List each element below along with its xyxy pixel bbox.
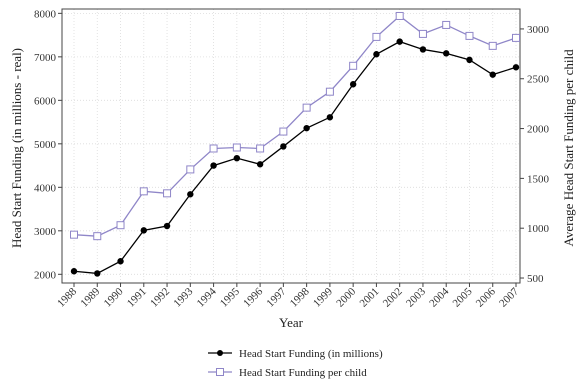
y-left-tick-label: 4000: [34, 182, 57, 194]
y-left-tick-label: 7000: [34, 52, 57, 64]
data-point-per-child: [395, 11, 404, 20]
legend-item-funding: Head Start Funding (in millions): [208, 348, 383, 360]
data-point-funding: [349, 81, 357, 88]
data-point-per-child: [232, 143, 241, 152]
x-axis-title: Year: [279, 315, 304, 330]
x-tick-label: 1996: [241, 285, 265, 309]
data-point-per-child: [512, 33, 520, 42]
data-point-funding: [233, 154, 241, 162]
data-point-funding: [326, 114, 334, 121]
x-tick-label: 1992: [148, 286, 172, 310]
plot-area-border: [61, 8, 521, 284]
series-line-funding: [73, 40, 517, 275]
x-tick-label: 1988: [55, 285, 79, 309]
y-axis-left-title: Head Start Funding (in millions - real): [9, 48, 24, 248]
data-point-funding: [210, 162, 217, 169]
x-tick-label: 1993: [171, 285, 195, 309]
x-tick-label: 1991: [125, 286, 149, 310]
data-point-funding: [489, 71, 496, 78]
y-right-tick-label: 3000: [527, 24, 550, 36]
data-point-per-child: [349, 61, 358, 70]
data-point-funding: [419, 46, 427, 53]
data-point-per-child: [209, 144, 218, 153]
series-layer: [70, 11, 520, 277]
data-point-funding: [512, 64, 520, 71]
x-tick-label: 1995: [218, 285, 242, 309]
data-point-per-child: [70, 230, 78, 239]
data-point-per-child: [256, 144, 265, 153]
y-right-tick-label: 1500: [527, 173, 550, 185]
y-right-tick-label: 2500: [527, 74, 550, 86]
x-tick-label: 2004: [427, 285, 451, 309]
data-point-per-child: [488, 41, 497, 50]
x-tick-label: 2003: [404, 285, 428, 309]
x-tick-label: 1994: [195, 285, 219, 309]
data-point-per-child: [465, 31, 474, 40]
data-point-funding: [140, 227, 147, 234]
x-tick-label: 1989: [78, 285, 102, 309]
y-axis-right-title: Average Head Start Funding per child: [561, 49, 576, 247]
y-left-tick-label: 5000: [34, 139, 57, 151]
data-point-per-child: [302, 103, 311, 112]
legend-label-funding: Head Start Funding (in millions): [239, 348, 383, 360]
y-left-tick-label: 6000: [34, 95, 57, 107]
data-point-funding: [70, 268, 78, 275]
data-point-per-child: [139, 187, 148, 196]
x-tick-label: 2000: [334, 285, 358, 309]
data-point-funding: [163, 222, 171, 230]
y-left-tick-label: 8000: [34, 8, 57, 20]
x-tick-label: 2007: [497, 285, 521, 309]
legend-marker-per-child: [216, 368, 224, 376]
x-tick-label: 2005: [451, 285, 475, 309]
data-point-per-child: [93, 232, 102, 241]
series-line-per-child: [73, 15, 517, 237]
data-point-per-child: [279, 127, 288, 136]
data-point-per-child: [163, 189, 172, 198]
data-point-funding: [280, 143, 287, 150]
legend: Head Start Funding (in millions) Head St…: [208, 348, 383, 379]
data-point-per-child: [325, 87, 334, 96]
x-tick-label: 2001: [358, 286, 382, 310]
grid-layer: [62, 9, 520, 283]
data-point-per-child: [372, 32, 381, 41]
x-tick-label: 1999: [311, 285, 335, 309]
data-point-funding: [94, 270, 101, 277]
y-right-tick-label: 500: [527, 273, 544, 285]
data-point-funding: [373, 51, 380, 58]
ticks-layer: 1988 1989 1990 1991 1992 1993 1994 1995 1996 1997…: [34, 8, 550, 309]
x-tick-label: 1998: [288, 285, 312, 309]
y-left-tick-label: 2000: [34, 269, 57, 281]
data-point-funding: [187, 191, 194, 198]
data-point-funding: [396, 38, 403, 45]
legend-marker-funding: [217, 350, 223, 356]
y-right-tick-label: 1000: [527, 223, 550, 235]
data-point-funding: [303, 124, 310, 132]
data-point-per-child: [418, 29, 427, 38]
y-right-tick-label: 2000: [527, 124, 550, 136]
data-point-funding: [466, 56, 473, 64]
data-point-per-child: [186, 165, 195, 174]
x-tick-label: 1990: [102, 285, 126, 309]
legend-label-per-child: Head Start Funding per child: [239, 367, 367, 379]
y-left-tick-label: 3000: [34, 226, 57, 238]
data-point-per-child: [116, 221, 125, 230]
x-tick-label: 2002: [381, 286, 405, 310]
x-tick-label: 2006: [474, 285, 498, 309]
x-tick-label: 1997: [264, 285, 288, 309]
data-point-funding: [256, 161, 264, 168]
legend-item-per-child: Head Start Funding per child: [208, 367, 367, 379]
data-point-funding: [443, 50, 450, 57]
data-point-per-child: [442, 20, 451, 29]
data-point-funding: [117, 258, 124, 265]
